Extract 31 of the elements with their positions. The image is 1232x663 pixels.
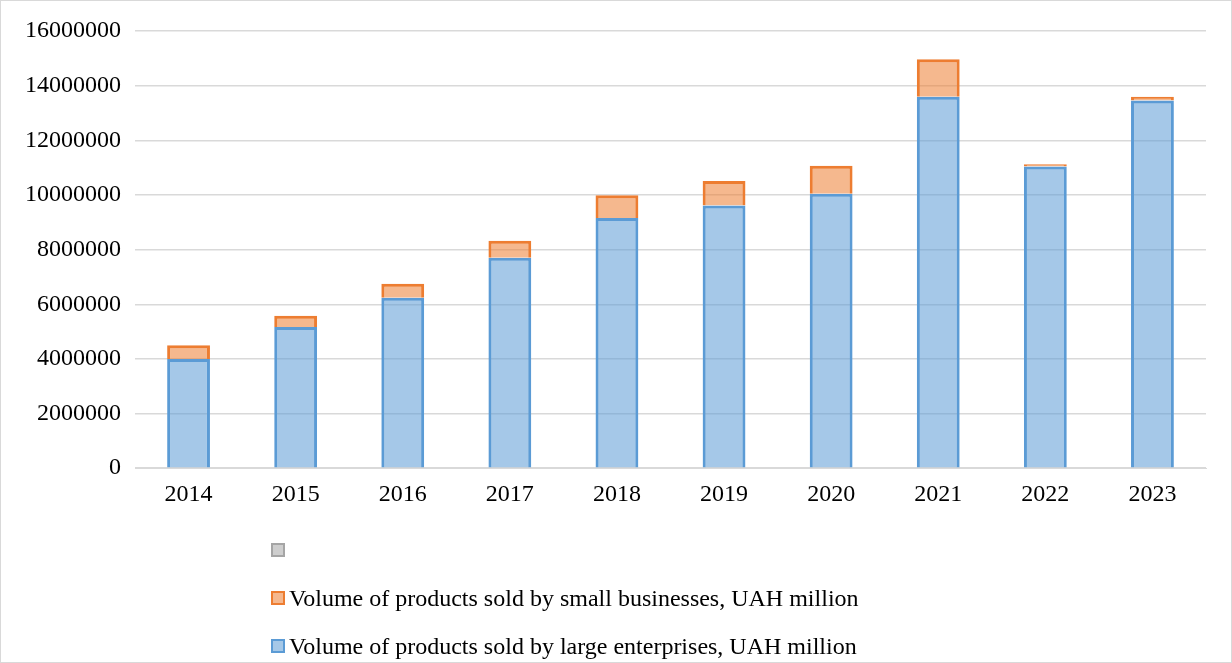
bar — [1023, 166, 1067, 468]
y-tick-label: 2000000 — [37, 398, 121, 425]
y-tick-label: 8000000 — [37, 234, 121, 261]
x-tick-label: 2018 — [592, 479, 641, 506]
bar — [809, 165, 853, 194]
y-tick-label: 4000000 — [37, 344, 121, 371]
x-tick-label: 2019 — [700, 479, 749, 506]
x-tick-label: 2021 — [914, 479, 963, 506]
y-tick-label: 10000000 — [25, 180, 121, 207]
x-tick-label: 2014 — [164, 479, 213, 506]
y-tick-label: 14000000 — [25, 70, 121, 97]
x-tick-label: 2015 — [271, 479, 320, 506]
bar — [595, 195, 639, 218]
x-tick-label: 2023 — [1128, 479, 1177, 506]
bar — [488, 240, 532, 258]
y-tick-label: 12000000 — [25, 125, 121, 152]
y-tick-label: 16000000 — [25, 16, 121, 43]
bar — [274, 315, 318, 327]
x-tick-label: 2020 — [807, 479, 856, 506]
bar — [1131, 100, 1174, 468]
bar — [702, 181, 746, 206]
bar — [167, 345, 210, 359]
y-tick-label: 6000000 — [37, 289, 121, 316]
x-tick-label: 2022 — [1021, 479, 1070, 506]
bar — [916, 59, 960, 97]
legend-label: Volume of products sold by large enterprises, UAH million — [289, 632, 857, 660]
x-tick-label: 2016 — [378, 479, 427, 506]
legend-label: Volume of products sold by small businesses, UAH million — [289, 584, 859, 612]
x-tick-label: 2017 — [485, 479, 534, 506]
y-tick-label: 0 — [109, 453, 121, 480]
bar — [381, 283, 425, 298]
